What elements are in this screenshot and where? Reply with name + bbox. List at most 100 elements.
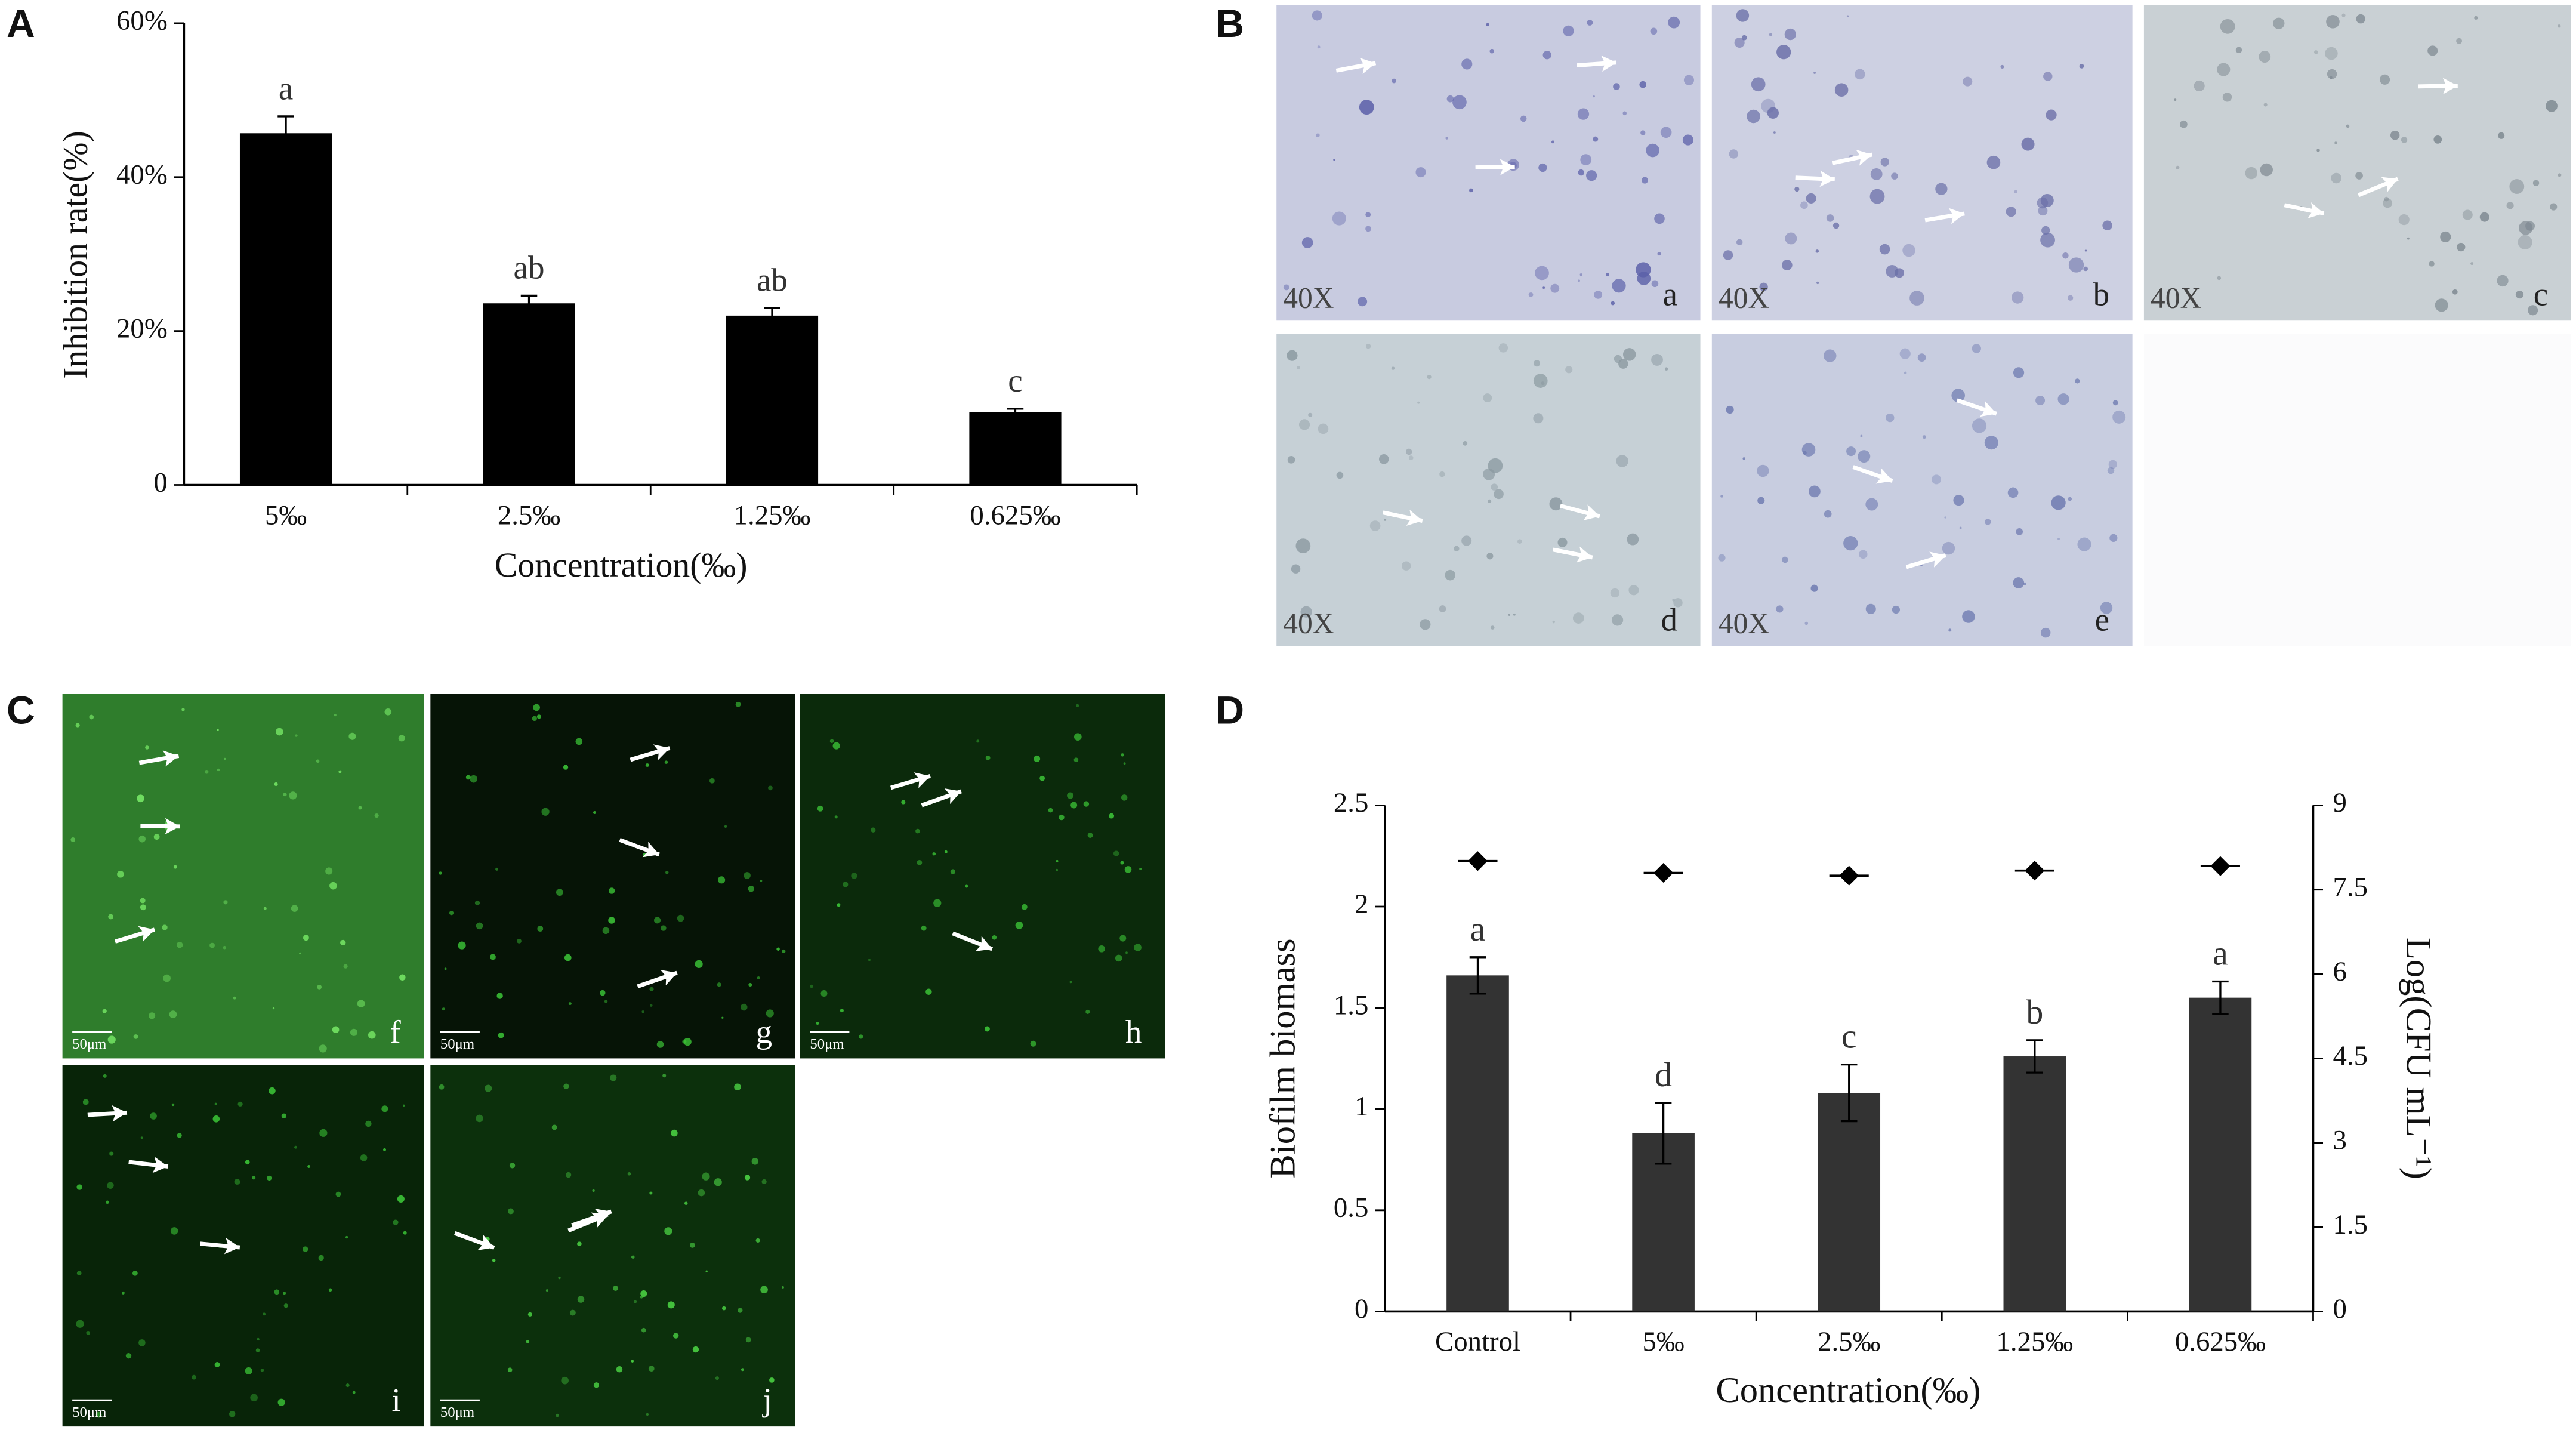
cell-cluster (2217, 276, 2222, 281)
cell-cluster (2398, 214, 2410, 226)
cell-cluster (901, 800, 906, 805)
cell-cluster (859, 1034, 863, 1039)
micrograph-label: h (1125, 1014, 1142, 1050)
cell-cluster (1486, 23, 1489, 27)
cell-cluster (1909, 291, 1924, 306)
cell-cluster (782, 1286, 784, 1289)
cell-cluster (610, 1074, 617, 1081)
x-tick-label: Control (1435, 1326, 1520, 1357)
cell-cluster (1461, 58, 1473, 70)
arrow-head (165, 818, 180, 835)
cell-cluster (303, 1246, 308, 1252)
cell-cluster (140, 1136, 143, 1139)
cell-cluster (192, 1374, 196, 1380)
cell-cluster (648, 1366, 655, 1372)
cell-cluster (170, 1227, 178, 1235)
arrow-head (653, 744, 670, 760)
cell-cluster (1317, 45, 1321, 49)
significance-label: c (1841, 1017, 1857, 1056)
cell-cluster (2102, 220, 2112, 231)
arrow-head (112, 1105, 127, 1122)
cell-cluster (1486, 553, 1494, 560)
y-tick-label: 0 (153, 467, 167, 498)
cell-cluster (1869, 189, 1885, 204)
cell-cluster (335, 1191, 341, 1197)
cell-cluster (275, 728, 283, 736)
cell-cluster (715, 1376, 719, 1380)
significance-label: c (1008, 362, 1022, 399)
cell-cluster (1498, 343, 1508, 353)
cell-cluster (1069, 981, 1072, 984)
cell-cluster (1951, 389, 1965, 402)
cell-cluster (829, 739, 834, 743)
cell-cluster (1734, 37, 1745, 48)
cell-cluster (738, 1308, 743, 1313)
cell-cluster (138, 835, 146, 843)
cell-cluster (1859, 550, 1868, 559)
cell-cluster (2273, 17, 2285, 29)
cell-cluster (734, 1083, 741, 1091)
cell-cluster (1134, 944, 1142, 951)
y-tick-label: 2.5 (1334, 787, 1369, 818)
cell-cluster (604, 1000, 608, 1003)
panel-letter: A (7, 2, 35, 46)
cell-cluster (1931, 474, 1941, 485)
cell-cluster (108, 914, 114, 920)
cell-cluster (2040, 193, 2054, 207)
y-tick-label: 2 (1355, 889, 1368, 920)
cell-cluster (1297, 366, 1300, 369)
cell-cluster (294, 1145, 297, 1149)
cell-cluster (1358, 297, 1368, 307)
magnification: 40X (2151, 282, 2201, 315)
cell-cluster (1446, 95, 1454, 103)
arrow-head (914, 772, 931, 788)
micrograph (800, 694, 1165, 1059)
cell-cluster (2506, 202, 2514, 209)
cell-cluster (1087, 833, 1093, 838)
cell-cluster (2011, 291, 2024, 304)
cell-cluster (1776, 605, 1784, 613)
cell-cluster (664, 1227, 672, 1235)
cell-cluster (2380, 74, 2390, 85)
cell-cluster (291, 905, 298, 912)
cell-cluster (2222, 93, 2232, 102)
arrow-head (1948, 208, 1965, 224)
cell-cluster (1109, 813, 1115, 819)
cell-cluster (1378, 454, 1389, 464)
cell-cluster (649, 1191, 653, 1195)
cell-cluster (1439, 605, 1446, 612)
cell-cluster (575, 738, 583, 745)
cell-cluster (2109, 534, 2118, 542)
cell-cluster (2341, 13, 2346, 17)
panel-letter: D (1215, 689, 1244, 733)
cell-cluster (925, 988, 932, 995)
cell-cluster (1333, 158, 1335, 161)
micrograph-label: g (755, 1014, 772, 1050)
cell-cluster (1917, 353, 1926, 362)
cell-cluster (1316, 133, 1320, 138)
cell-cluster (1535, 266, 1549, 281)
cell-cluster (664, 760, 668, 764)
cell-cluster (2046, 109, 2057, 121)
cell-cluster (683, 1037, 692, 1046)
cell-cluster (661, 925, 667, 931)
cell-cluster (837, 903, 841, 907)
cell-cluster (1120, 861, 1124, 865)
micrograph-label: f (390, 1014, 401, 1050)
cell-cluster (1318, 423, 1329, 434)
y2-tick-label: 3 (2333, 1124, 2347, 1155)
cell-cluster (283, 1303, 288, 1308)
cell-cluster (223, 945, 226, 950)
cell-cluster (1488, 499, 1492, 503)
cell-cluster (761, 1179, 767, 1185)
cell-cluster (485, 1084, 492, 1092)
cell-cluster (2515, 290, 2524, 299)
cell-cluster (76, 1320, 84, 1328)
cell-cluster (1646, 143, 1659, 158)
cell-cluster (397, 1195, 405, 1203)
cell-cluster (541, 808, 550, 816)
magnification: 40X (1719, 282, 1769, 315)
cell-cluster (1846, 15, 1849, 17)
cell-cluster (1483, 468, 1495, 480)
